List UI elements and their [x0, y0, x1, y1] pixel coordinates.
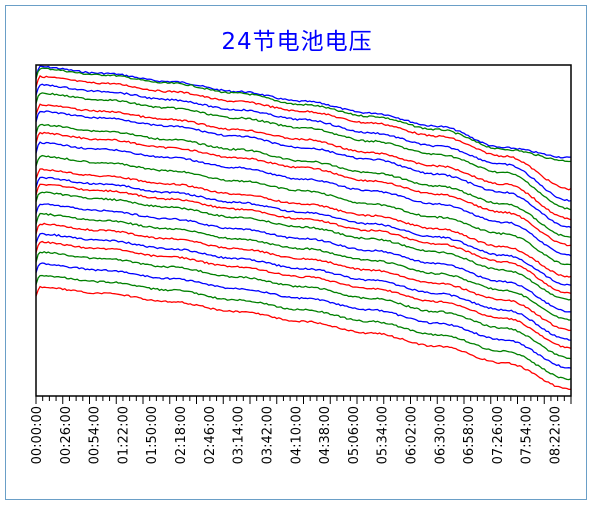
series-line-5: [35, 92, 572, 211]
x-tick-label: 03:14:00: [232, 406, 247, 464]
series-line-1: [35, 65, 572, 159]
x-tick-label: 06:02:00: [405, 406, 420, 464]
series-line-15: [35, 191, 572, 301]
series-line-22: [35, 262, 572, 369]
x-tick-label: 04:10:00: [289, 406, 304, 464]
series-line-7: [35, 110, 572, 229]
series-line-9: [35, 131, 572, 247]
x-tick-label: 07:54:00: [520, 406, 535, 464]
series-line-12: [35, 168, 572, 278]
chart-title: 24节电池电压: [221, 29, 373, 55]
series-lines: [35, 65, 572, 391]
x-tick-label: 08:22:00: [549, 406, 564, 464]
series-line-2: [35, 67, 572, 163]
series-line-4: [35, 83, 572, 202]
x-tick-label: 02:18:00: [174, 406, 189, 464]
series-line-13: [35, 176, 572, 286]
x-tick-label: 00:54:00: [88, 406, 103, 464]
series-line-10: [35, 141, 572, 257]
series-line-16: [35, 203, 571, 313]
x-tick-label: 05:34:00: [376, 406, 391, 464]
x-tick-label: 06:30:00: [433, 406, 448, 464]
x-axis-ticks: [35, 396, 572, 404]
x-tick-label: 03:42:00: [261, 406, 276, 464]
series-line-17: [35, 212, 572, 321]
series-line-6: [35, 103, 572, 221]
series-line-19: [35, 232, 571, 341]
x-tick-label: 06:58:00: [462, 406, 477, 464]
series-line-20: [35, 240, 572, 350]
series-line-21: [35, 250, 572, 360]
series-line-23: [35, 274, 572, 381]
series-line-24: [35, 285, 572, 391]
x-tick-label: 05:06:00: [347, 406, 362, 464]
x-tick-label: 01:22:00: [116, 406, 131, 464]
x-tick-label: 04:38:00: [318, 406, 333, 464]
x-tick-label: 07:26:00: [491, 406, 506, 464]
chart-frame: [5, 5, 587, 500]
x-tick-label: 01:50:00: [145, 406, 160, 464]
x-tick-label: 02:46:00: [203, 406, 218, 464]
x-tick-label: 00:00:00: [30, 406, 45, 464]
series-line-11: [35, 154, 572, 266]
x-axis-labels: 00:00:00 00:26:00 00:54:00 01:22:00 01:50:00…: [30, 406, 564, 464]
series-line-8: [35, 123, 572, 238]
x-tick-label: 00:26:00: [59, 406, 74, 464]
series-line-3: [35, 74, 572, 191]
plot-area-border: [35, 64, 572, 397]
series-line-14: [35, 183, 572, 295]
series-line-18: [35, 222, 572, 332]
